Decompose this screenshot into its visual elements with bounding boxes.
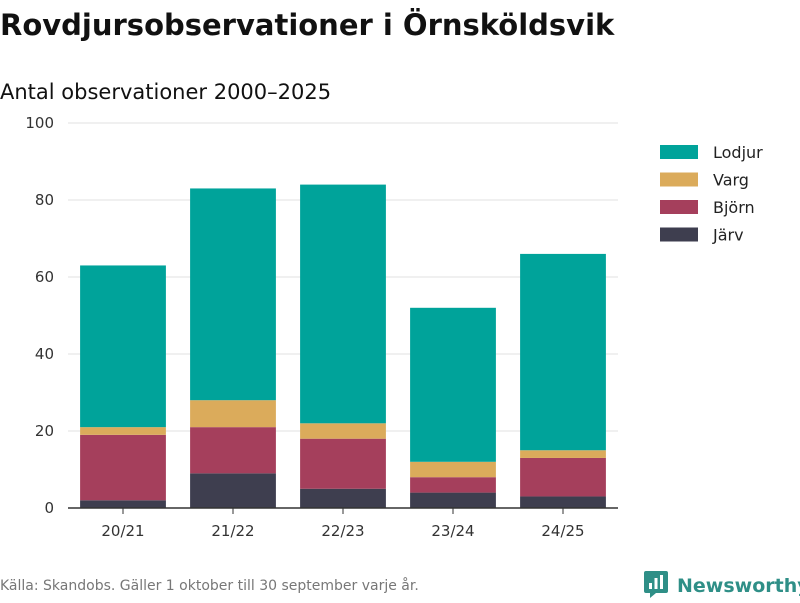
- y-tick-label: 20: [35, 422, 54, 440]
- chart-subtitle: Antal observationer 2000–2025: [0, 80, 332, 104]
- y-tick-label: 80: [35, 191, 54, 209]
- bar-segment-björn: [80, 434, 166, 501]
- legend-swatch-lodjur: [660, 145, 698, 159]
- x-tick-label: 24/25: [541, 522, 584, 540]
- brand-name: Newsworthy: [677, 575, 800, 597]
- bar-segment-järv: [300, 488, 386, 508]
- bar-segment-björn: [410, 477, 496, 493]
- legend-swatch-järv: [660, 227, 698, 242]
- bar-segment-lodjur: [80, 265, 166, 428]
- legend[interactable]: Lodjur Varg Björn Järv: [660, 143, 763, 245]
- x-tick-label: 20/21: [101, 522, 144, 540]
- y-tick-label: 0: [44, 499, 54, 517]
- bar-segment-järv: [80, 500, 166, 508]
- bar-segment-varg: [190, 400, 276, 428]
- y-tick-label: 40: [35, 345, 54, 363]
- bar-segment-varg: [80, 427, 166, 435]
- legend-swatch-varg: [660, 172, 698, 187]
- newsworthy-logo-icon: [643, 569, 669, 603]
- x-tick-label: 23/24: [431, 522, 474, 540]
- y-tick-label: 60: [35, 268, 54, 286]
- legend-label-järv: Järv: [712, 226, 744, 245]
- brand-logo[interactable]: Newsworthy: [643, 569, 800, 603]
- chart-title: Rovdjursobservationer i Örnsköldsvik: [0, 8, 615, 42]
- x-tick-label: 21/22: [211, 522, 254, 540]
- bar-segment-björn: [190, 427, 276, 474]
- bar-segment-lodjur: [300, 184, 386, 424]
- bar-segment-lodjur: [190, 188, 276, 401]
- bar-segment-varg: [300, 423, 386, 439]
- bar-segment-varg: [410, 461, 496, 478]
- x-tick-label: 22/23: [321, 522, 364, 540]
- bars: [80, 184, 606, 508]
- source-note: Källa: Skandobs. Gäller 1 oktober till 3…: [0, 578, 419, 594]
- bar-segment-varg: [520, 450, 606, 458]
- bar-segment-järv: [520, 496, 606, 508]
- bar-segment-björn: [520, 457, 606, 497]
- x-axis: 20/21 21/22 22/23 23/24 24/25: [68, 507, 618, 540]
- legend-label-lodjur: Lodjur: [713, 143, 763, 162]
- bar-segment-lodjur: [520, 253, 606, 451]
- legend-label-varg: Varg: [713, 171, 749, 190]
- y-axis: 0 20 40 60 80 100: [25, 114, 54, 517]
- bar-segment-järv: [410, 492, 496, 508]
- bar-segment-lodjur: [410, 307, 496, 462]
- legend-swatch-björn: [660, 200, 698, 214]
- legend-label-björn: Björn: [713, 198, 755, 217]
- bar-segment-björn: [300, 438, 386, 489]
- y-tick-label: 100: [25, 114, 54, 132]
- bar-segment-järv: [190, 473, 276, 508]
